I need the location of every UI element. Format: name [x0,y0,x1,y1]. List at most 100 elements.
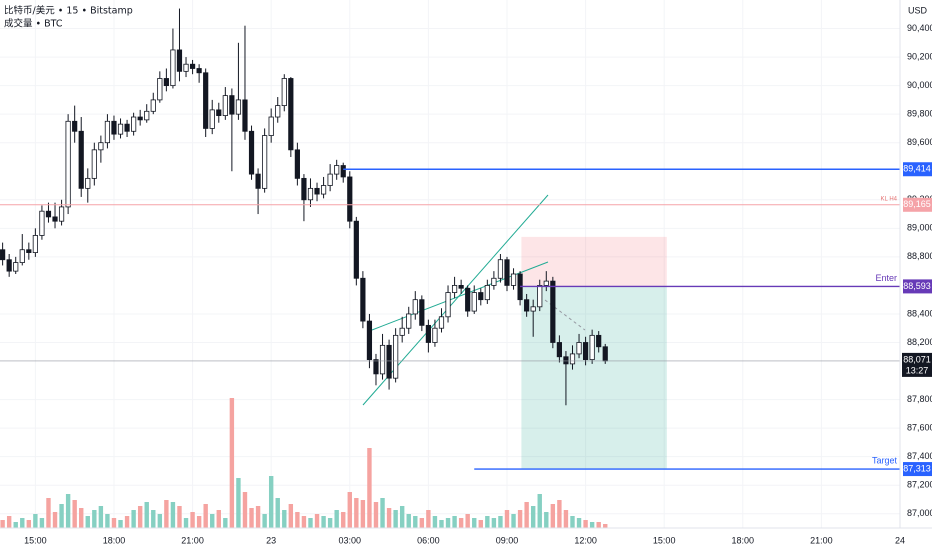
candle-body [497,259,504,279]
volume-bar [426,510,431,528]
level-note: KL H4 [881,196,898,202]
candle-body [26,249,32,253]
candle-body [58,206,65,222]
y-tick-label: 90,000 [907,80,932,90]
candle-body [157,78,163,101]
volume-bar [6,516,12,528]
candle-body [91,149,97,179]
volume-bar [196,516,202,528]
candle-body [602,346,608,362]
volume-bar [439,520,444,528]
volume-bar [524,502,529,528]
volume-bar [321,516,326,528]
level-label-box [903,279,932,294]
volume-bar [210,514,215,528]
candle-body [550,280,556,343]
candle-body [78,130,84,189]
channel-lower [371,261,549,331]
countdown: 13:27 [906,365,929,375]
volume-bar [124,516,130,528]
y-tick-label: 87,600 [907,422,932,432]
volume-bar [13,522,18,528]
candle-body [438,316,445,329]
candle-body [504,259,510,286]
volume-bar [347,492,352,528]
candle-body [45,210,52,218]
x-tick-label: 18:00 [732,535,755,545]
candle-body [216,109,222,116]
y-tick-label: 90,400 [907,23,932,33]
volume-bar [517,510,523,528]
volume-bar [472,518,477,528]
candle-body [537,285,543,308]
volume-bar [164,500,169,528]
level-note: Enter [875,273,897,283]
volume-bar [511,514,516,528]
volume-bar [478,520,483,528]
candle-body [255,173,261,189]
candle-body [131,116,137,132]
y-tick-label: 88,800 [907,251,932,261]
candle-body [32,235,38,253]
stop-zone [521,236,667,287]
volume-bar [334,510,339,528]
volume-bar [413,516,418,528]
candle-body [334,165,340,175]
volume-bar [288,504,294,528]
candle-body [281,78,287,107]
volume-bar [151,510,156,528]
level-label-box [903,162,932,177]
volume-bar [216,510,221,528]
volume-bar [432,516,438,528]
candle-body [406,313,412,329]
candle-body [465,287,471,312]
y-tick-label: 89,600 [907,137,932,147]
candle-body [6,259,12,272]
candle-body [124,123,130,132]
candle-body [589,334,595,361]
volume-bar [295,512,300,528]
candle-body [176,49,183,72]
candle-body [294,149,300,179]
volume-bar [589,522,595,528]
volume-bar [92,510,97,528]
candle-body [478,292,484,301]
candle-body [248,130,255,175]
volume-bar [131,510,136,528]
volume-bar [367,448,372,528]
candle-body [484,285,490,301]
y-tick-label: 89,800 [907,109,932,119]
candle-body [596,334,602,348]
candle-body [189,63,196,69]
volume-bar [373,502,379,528]
volume-bar [504,510,510,528]
y-tick-label: 87,000 [907,508,932,518]
candle-body [137,116,143,121]
volume-bar [399,506,405,528]
volume-bar [52,512,58,528]
volume-legend: 成交量 • BTC [4,18,63,30]
volume-bar [406,514,411,528]
volume-bar [603,524,608,528]
x-tick-label: 15:00 [24,535,47,545]
volume-bar [39,518,45,528]
candle-body [314,187,320,195]
candle-body [320,185,327,195]
volume-bar [445,518,451,528]
candle-body [412,299,418,315]
candle-body [268,116,274,136]
candle-body [242,99,248,132]
grid [0,0,901,528]
volume-bar [157,514,163,528]
x-tick-label: 21:00 [810,535,833,545]
candle-body [307,187,314,201]
volume-bar [563,510,569,528]
candle-body [52,216,58,222]
candle-body [327,173,333,186]
volume-bar [360,500,366,528]
x-tick-label: 23 [266,535,276,545]
x-tick-label: 18:00 [103,535,126,545]
levels: KL H4 Enter Target [0,168,900,470]
candle-body [85,177,91,189]
